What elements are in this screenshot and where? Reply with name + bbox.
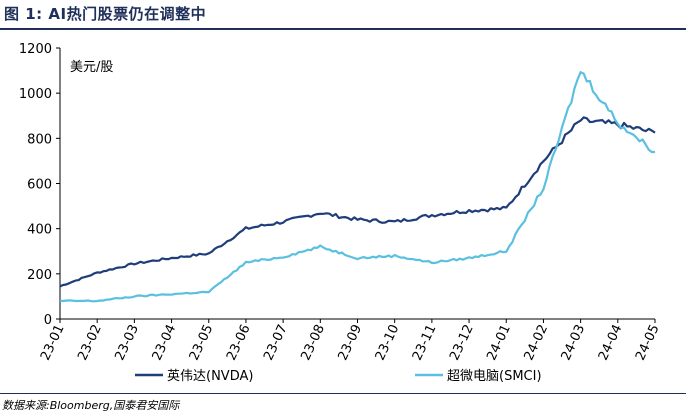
x-tick-label: 23-07 [261, 322, 291, 363]
y-tick-label: 400 [27, 223, 52, 238]
line-chart: 23-01 23-02 23-03 23-04 23-05 23-06 23-07 23-08… [19, 42, 663, 384]
x-tick-label: 24-03 [559, 322, 589, 363]
x-tick-label: 23-09 [336, 322, 366, 363]
x-tick-label: 24-04 [596, 322, 626, 363]
x-tick-label: 23-11 [410, 322, 440, 363]
series-line-nvda [59, 116, 656, 288]
legend: 英伟达(NVDA) 超微电脑(SMCI) [135, 369, 542, 384]
x-tick-label: 23-10 [373, 322, 403, 363]
x-tick-label: 24-02 [522, 322, 552, 363]
x-tick-label: 23-05 [187, 322, 217, 363]
y-axis-ticks: 0 200 400 600 800 1000 1200 [19, 42, 60, 328]
series-line-smci [59, 71, 656, 303]
x-tick-label: 23-02 [75, 322, 105, 363]
x-tick-label: 23-12 [447, 322, 477, 363]
x-tick-label: 23-04 [150, 322, 180, 363]
y-tick-label: 200 [27, 268, 52, 283]
figure-title-text: AI热门股票仍在调整中 [48, 5, 207, 23]
y-tick-label: 0 [44, 313, 52, 328]
x-tick-label: 23-03 [112, 322, 142, 363]
y-tick-label: 1200 [19, 42, 52, 57]
x-tick-label: 23-08 [298, 322, 328, 363]
y-tick-label: 800 [27, 132, 52, 147]
y-tick-label: 600 [27, 178, 52, 193]
bottom-rule [0, 393, 686, 394]
figure-label: 图 1: [4, 5, 43, 23]
x-axis-ticks: 23-01 23-02 23-03 23-04 23-05 23-06 23-07 23-08… [38, 319, 663, 363]
axes [59, 48, 655, 320]
x-tick-label: 23-01 [38, 322, 68, 363]
series-layer [59, 71, 656, 303]
legend-label-smci: 超微电脑(SMCI) [447, 369, 542, 384]
x-tick-label: 24-01 [484, 322, 514, 363]
legend-label-nvda: 英伟达(NVDA) [167, 369, 253, 384]
x-tick-label: 23-06 [224, 322, 254, 363]
figure-title: 图 1: AI热门股票仍在调整中 [4, 3, 206, 24]
x-tick-label: 24-05 [633, 322, 663, 363]
title-rule [0, 28, 686, 30]
source-note: 数据来源:Bloomberg,国泰君安国际 [2, 399, 180, 412]
y-tick-label: 1000 [19, 87, 52, 102]
y-axis-unit-label: 美元/股 [70, 60, 113, 75]
